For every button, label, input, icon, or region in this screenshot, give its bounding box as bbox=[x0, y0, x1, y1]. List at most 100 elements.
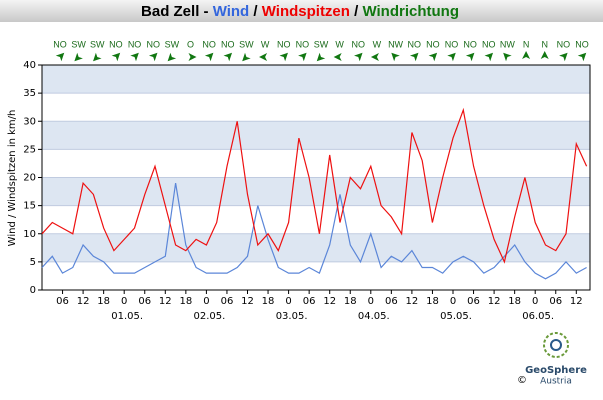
direction-label: SW bbox=[165, 39, 180, 49]
direction-arrow bbox=[242, 52, 251, 62]
direction-arrow bbox=[333, 53, 342, 61]
x-tick-label: 18 bbox=[508, 296, 521, 307]
band bbox=[42, 177, 590, 206]
direction-arrow bbox=[55, 52, 65, 62]
arrow-shape bbox=[188, 53, 197, 61]
direction-arrow bbox=[354, 52, 363, 62]
chart-title: Bad Zell - Wind / Windspitzen / Windrich… bbox=[141, 3, 459, 20]
x-tick-label: 12 bbox=[570, 296, 583, 307]
arrow-shape bbox=[74, 52, 83, 62]
direction-label: NO bbox=[575, 39, 589, 49]
direction-label: W bbox=[373, 39, 382, 49]
y-tick-label: 10 bbox=[23, 229, 36, 240]
arrow-shape bbox=[391, 52, 400, 62]
logo-subtext: Austria bbox=[540, 377, 572, 387]
title-bar bbox=[0, 0, 603, 22]
direction-label: NO bbox=[202, 39, 216, 49]
direction-arrow bbox=[130, 52, 139, 62]
x-tick-label: 0 bbox=[368, 296, 374, 307]
direction-arrow bbox=[428, 52, 438, 62]
arrow-shape bbox=[279, 52, 288, 62]
arrow-shape bbox=[447, 52, 456, 62]
x-tick-label: 12 bbox=[323, 296, 336, 307]
direction-arrow bbox=[259, 53, 268, 61]
y-tick-label: 5 bbox=[30, 257, 36, 268]
band bbox=[42, 233, 590, 262]
arrow-shape bbox=[559, 52, 568, 62]
y-tick-label: 30 bbox=[23, 116, 36, 127]
direction-arrow bbox=[447, 52, 456, 62]
direction-label: SW bbox=[239, 39, 254, 49]
direction-label: NO bbox=[463, 39, 477, 49]
arrow-shape bbox=[130, 52, 139, 62]
direction-arrow bbox=[465, 52, 475, 62]
x-tick-label: 06 bbox=[221, 296, 234, 307]
arrow-shape bbox=[204, 52, 214, 62]
y-tick-label: 25 bbox=[23, 144, 36, 155]
date-label: 06.05. bbox=[522, 311, 554, 322]
date-label: 01.05. bbox=[111, 311, 143, 322]
arrow-shape bbox=[148, 52, 158, 62]
direction-arrow bbox=[111, 52, 121, 62]
direction-label: NO bbox=[407, 39, 421, 49]
direction-arrow bbox=[316, 52, 326, 62]
arrow-shape bbox=[93, 52, 102, 62]
arrow-shape bbox=[354, 52, 363, 62]
title-part: Bad Zell - bbox=[141, 3, 209, 20]
arrow-shape bbox=[167, 52, 177, 62]
direction-arrow bbox=[188, 53, 197, 61]
direction-arrow bbox=[204, 52, 214, 62]
direction-arrow bbox=[167, 52, 177, 62]
arrow-shape bbox=[111, 52, 121, 62]
direction-arrow bbox=[522, 51, 531, 59]
copyright: © bbox=[517, 375, 527, 386]
x-tick-label: 0 bbox=[203, 296, 209, 307]
direction-arrow bbox=[577, 52, 587, 62]
arrow-shape bbox=[522, 51, 531, 59]
direction-arrow bbox=[559, 52, 568, 62]
direction-label: SW bbox=[90, 39, 105, 49]
direction-arrow bbox=[74, 52, 83, 62]
band bbox=[42, 65, 590, 94]
date-label: 04.05. bbox=[358, 311, 390, 322]
arrow-shape bbox=[242, 52, 251, 62]
direction-label: NO bbox=[445, 39, 459, 49]
direction-label: N bbox=[523, 39, 530, 49]
title-part: Windspitzen bbox=[262, 3, 350, 20]
direction-label: NO bbox=[221, 39, 235, 49]
date-label: 02.05. bbox=[193, 311, 225, 322]
logo: GeoSphere Austria © bbox=[517, 332, 587, 387]
x-tick-label: 06 bbox=[467, 296, 480, 307]
direction-arrow bbox=[540, 51, 549, 59]
logo-mark bbox=[543, 332, 569, 358]
direction-label: NO bbox=[482, 39, 496, 49]
direction-label: W bbox=[335, 39, 344, 49]
direction-arrow bbox=[370, 53, 379, 61]
series-line bbox=[41, 107, 588, 264]
x-tick-label: 06 bbox=[138, 296, 151, 307]
direction-label: N bbox=[541, 39, 548, 49]
arrow-shape bbox=[409, 52, 419, 62]
direction-label: NO bbox=[296, 39, 310, 49]
arrow-shape bbox=[465, 52, 475, 62]
direction-label: SW bbox=[314, 39, 329, 49]
direction-arrow bbox=[93, 52, 102, 62]
x-tick-label: 12 bbox=[77, 296, 90, 307]
title-part: / bbox=[253, 3, 258, 20]
x-tick-label: 18 bbox=[179, 296, 192, 307]
x-tick-label: 18 bbox=[344, 296, 357, 307]
direction-arrow bbox=[279, 52, 288, 62]
direction-label: NO bbox=[128, 39, 142, 49]
x-tick-label: 0 bbox=[450, 296, 456, 307]
direction-label: NO bbox=[53, 39, 67, 49]
direction-label: SW bbox=[71, 39, 86, 49]
y-tick-label: 20 bbox=[23, 173, 36, 184]
x-tick-label: 06 bbox=[56, 296, 69, 307]
band bbox=[42, 121, 590, 150]
x-tick-label: 12 bbox=[406, 296, 419, 307]
direction-arrow bbox=[223, 52, 233, 62]
y-tick-label: 35 bbox=[23, 88, 36, 99]
y-tick-label: 40 bbox=[23, 60, 36, 71]
direction-label: NW bbox=[388, 39, 403, 49]
direction-label: NO bbox=[146, 39, 160, 49]
